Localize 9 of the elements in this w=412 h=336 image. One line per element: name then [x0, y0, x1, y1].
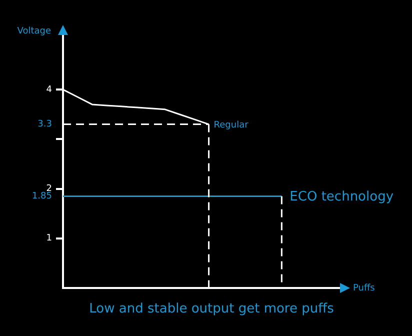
y-tick-label: 1.85: [32, 192, 52, 202]
y-tick-label: 3.3: [38, 120, 52, 130]
series-label: ECO technology: [290, 190, 394, 205]
x-axis-title: Puffs: [353, 283, 376, 294]
series-label: Regular: [214, 120, 249, 131]
y-tick-label: 4: [46, 84, 52, 95]
y-tick-label: 1: [46, 234, 52, 244]
y-axis-title: Voltage: [17, 26, 52, 36]
text: Low and stable output get more puffs: [89, 301, 334, 316]
